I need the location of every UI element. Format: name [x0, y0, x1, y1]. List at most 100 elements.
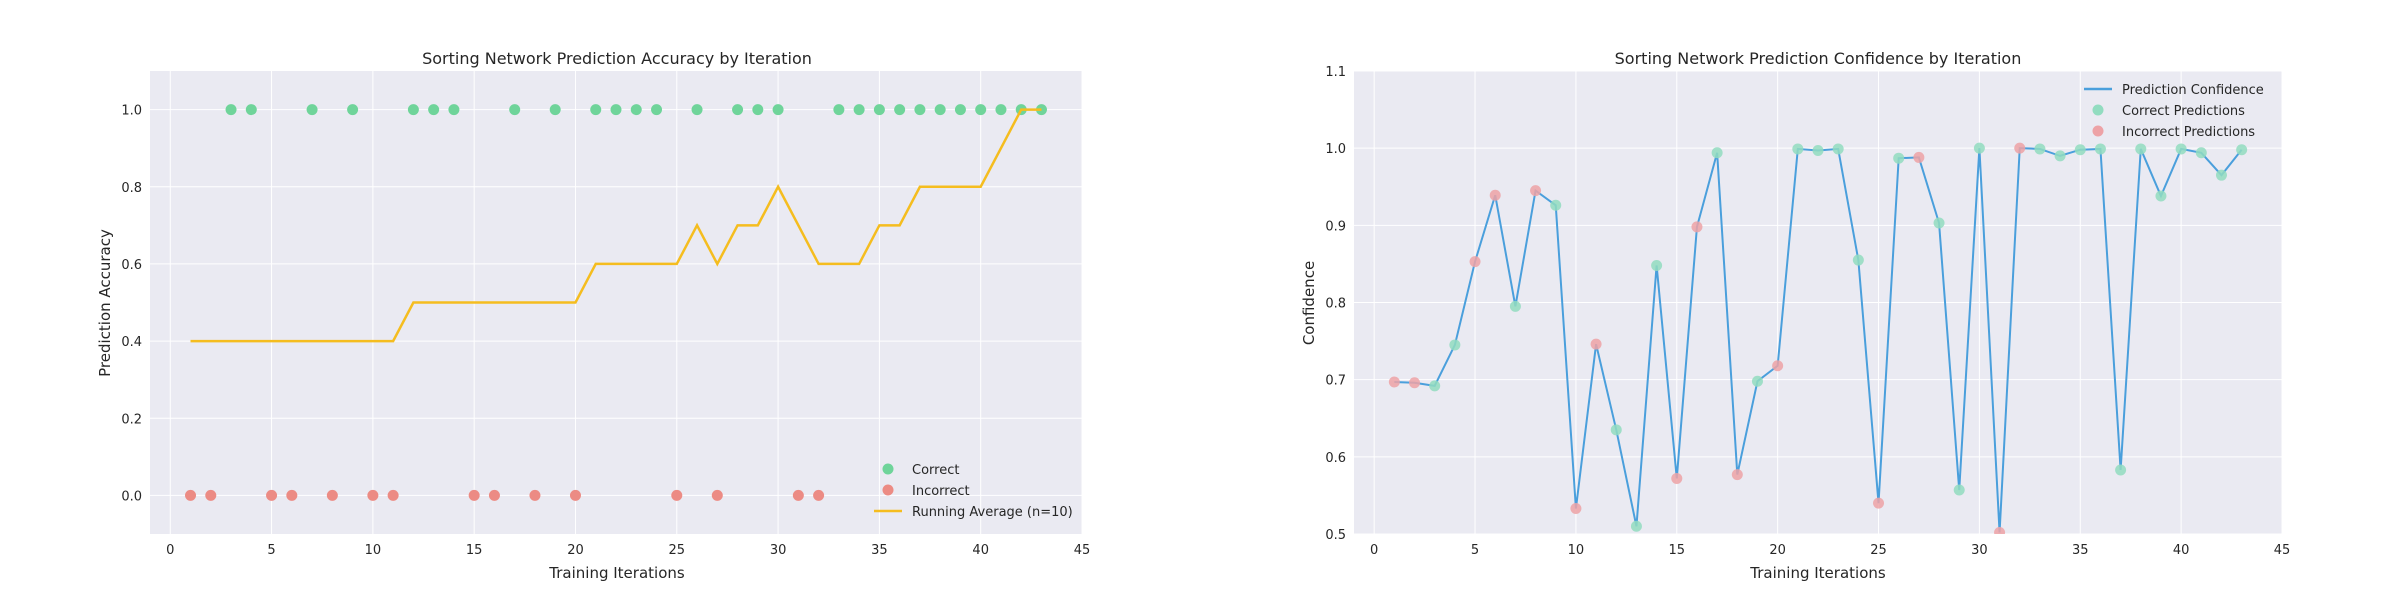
incorrect-prediction-point — [1530, 185, 1542, 197]
correct-prediction-point — [1751, 375, 1763, 387]
legend-incorrect-predictions-marker — [2092, 125, 2104, 137]
correct-prediction-point — [2215, 169, 2227, 181]
incorrect-point — [205, 489, 217, 501]
correct-point — [590, 104, 602, 116]
correct-point — [873, 104, 885, 116]
confidence-x-tick-label: 15 — [1669, 543, 1686, 558]
legend-incorrect-marker — [882, 484, 894, 496]
confidence-y-tick-label: 0.5 — [1325, 528, 1346, 543]
correct-point — [833, 104, 845, 116]
correct-prediction-point — [1852, 254, 1864, 266]
correct-prediction-point — [2054, 150, 2066, 162]
incorrect-prediction-point — [1388, 376, 1400, 388]
accuracy-x-tick-label: 0 — [166, 543, 174, 558]
accuracy-x-axis-label: Training Iterations — [548, 564, 685, 582]
confidence-x-tick-label: 0 — [1370, 543, 1378, 558]
correct-prediction-point — [1449, 339, 1461, 351]
incorrect-point — [813, 489, 825, 501]
correct-prediction-point — [1509, 300, 1521, 312]
incorrect-point — [286, 489, 298, 501]
correct-prediction-point — [1429, 380, 1441, 392]
correct-point — [732, 104, 744, 116]
correct-point — [428, 104, 440, 116]
confidence-x-tick-label: 25 — [1870, 543, 1887, 558]
correct-point — [610, 104, 622, 116]
incorrect-prediction-point — [1570, 503, 1582, 515]
confidence-y-tick-label: 0.9 — [1325, 219, 1346, 234]
correct-prediction-point — [2115, 464, 2127, 476]
incorrect-prediction-point — [1691, 221, 1703, 233]
legend-running-average-label: Running Average (n=10) — [912, 505, 1073, 520]
correct-point — [448, 104, 460, 116]
incorrect-prediction-point — [1489, 189, 1501, 201]
correct-point — [995, 104, 1007, 116]
legend-correct-predictions-marker — [2092, 104, 2104, 116]
correct-prediction-point — [2135, 143, 2147, 155]
correct-prediction-point — [1630, 520, 1642, 532]
correct-point — [914, 104, 926, 116]
accuracy-y-axis-label: Prediction Accuracy — [96, 229, 114, 377]
legend-correct-marker — [882, 463, 894, 475]
incorrect-point — [792, 489, 804, 501]
correct-prediction-point — [2175, 143, 2187, 155]
incorrect-prediction-point — [2014, 142, 2026, 154]
incorrect-prediction-point — [1772, 360, 1784, 372]
correct-prediction-point — [1812, 144, 1824, 156]
correct-point — [934, 104, 946, 116]
accuracy-plot-background — [150, 71, 1082, 534]
incorrect-point — [529, 489, 541, 501]
confidence-y-tick-label: 1.0 — [1325, 142, 1346, 157]
correct-prediction-point — [2034, 143, 2046, 155]
correct-point — [306, 104, 318, 116]
correct-prediction-point — [2074, 144, 2086, 156]
incorrect-prediction-point — [1873, 497, 1885, 509]
accuracy-x-tick-label: 10 — [365, 543, 382, 558]
correct-prediction-point — [2094, 143, 2106, 155]
confidence-x-tick-label: 10 — [1568, 543, 1585, 558]
correct-prediction-point — [2236, 144, 2248, 156]
accuracy-legend: Correct Incorrect Running Average (n=10) — [874, 463, 1073, 520]
accuracy-plot-area: 0 5 10 15 20 25 30 35 40 45 0.0 0.2 0.4 0.6 0.8 1.0 — [121, 71, 1090, 558]
correct-prediction-point — [1893, 152, 1905, 164]
correct-prediction-point — [1550, 199, 1562, 211]
correct-prediction-point — [1610, 424, 1622, 436]
correct-point — [853, 104, 865, 116]
legend-incorrect-label: Incorrect — [912, 484, 970, 499]
confidence-x-axis-label: Training Iterations — [1749, 564, 1886, 582]
correct-point — [347, 104, 359, 116]
correct-point — [651, 104, 663, 116]
accuracy-y-tick-label: 1.0 — [121, 104, 142, 119]
incorrect-point — [326, 489, 338, 501]
correct-prediction-point — [1953, 484, 1965, 496]
correct-prediction-point — [1651, 259, 1663, 271]
incorrect-prediction-point — [1913, 151, 1925, 163]
incorrect-prediction-point — [1469, 256, 1481, 268]
confidence-x-tick-label: 35 — [2072, 543, 2089, 558]
accuracy-x-tick-label: 35 — [871, 543, 888, 558]
confidence-y-axis-label: Confidence — [1300, 261, 1318, 345]
accuracy-chart: 0 5 10 15 20 25 30 35 40 45 0.0 0.2 0.4 0.6 0.8 1.0 Sor… — [96, 49, 1090, 582]
correct-point — [407, 104, 419, 116]
correct-point — [225, 104, 237, 116]
legend-correct-label: Correct — [912, 463, 959, 478]
legend-correct-predictions-label: Correct Predictions — [2122, 104, 2245, 119]
legend-prediction-confidence-label: Prediction Confidence — [2122, 83, 2264, 98]
correct-prediction-point — [1832, 143, 1844, 155]
correct-prediction-point — [1711, 147, 1723, 159]
correct-point — [509, 104, 521, 116]
accuracy-x-tick-label: 5 — [267, 543, 275, 558]
incorrect-point — [468, 489, 480, 501]
accuracy-x-tick-label: 45 — [1074, 543, 1091, 558]
correct-point — [975, 104, 987, 116]
correct-point — [772, 104, 784, 116]
correct-point — [549, 104, 561, 116]
confidence-x-tick-label: 20 — [1769, 543, 1786, 558]
running-average-line — [190, 108, 1042, 343]
incorrect-point — [266, 489, 278, 501]
incorrect-prediction-point — [1994, 526, 2006, 534]
legend-incorrect-predictions-label: Incorrect Predictions — [2122, 125, 2255, 140]
incorrect-point — [387, 489, 399, 501]
incorrect-prediction-point — [1731, 469, 1743, 481]
confidence-plot-area: 0 5 10 15 20 25 30 35 40 45 0.5 0.6 0.7 0.8 0.9 1.0 1.1 — [1325, 65, 2290, 558]
